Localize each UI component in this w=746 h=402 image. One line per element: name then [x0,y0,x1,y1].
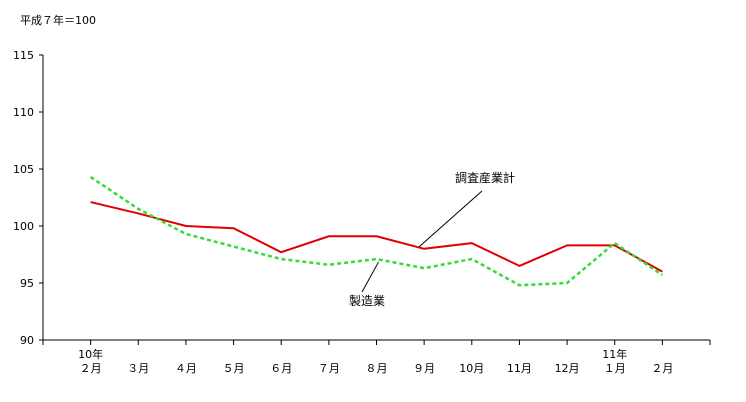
x-tick-label: ９月 [413,362,435,375]
y-tick-label: 100 [13,220,34,233]
x-tick-label: ６月 [270,362,292,375]
series-lines [89,175,664,287]
x-tick-year-label: 10年 [78,347,103,361]
series-1-label: 調査産業計 [455,170,515,185]
y-tick-label: 105 [13,163,34,176]
series-line-1 [90,201,663,273]
x-tick-label: 12月 [555,362,580,375]
series-line-2 [89,175,664,287]
x-tick-label: ８月 [366,362,388,375]
y-tick-label: 110 [13,106,34,119]
x-tick-year-label: 11年 [602,347,627,361]
x-tick-label: ２月 [80,362,102,375]
x-tick-label: １月 [604,362,626,375]
unit-label: 平成７年＝100 [20,14,96,27]
y-tick-label: 90 [20,334,34,347]
y-tick-label: 115 [13,49,34,62]
series-2-label: 製造業 [349,294,385,308]
x-tick-label: ５月 [223,362,245,375]
y-tick-label: 95 [20,277,34,290]
series-1-leader-line [418,190,483,248]
x-tick-label: ２月 [651,362,673,375]
series-2-leader-line [361,261,379,293]
x-tick-label: ３月 [127,362,149,375]
x-tick-label: ４月 [175,362,197,375]
x-tick-label: ７月 [318,362,340,375]
x-tick-label: 11月 [507,362,532,375]
x-tick-label: 10月 [459,362,484,375]
y-axis-ticks: 90 95 100 105 110 115 [13,49,43,347]
